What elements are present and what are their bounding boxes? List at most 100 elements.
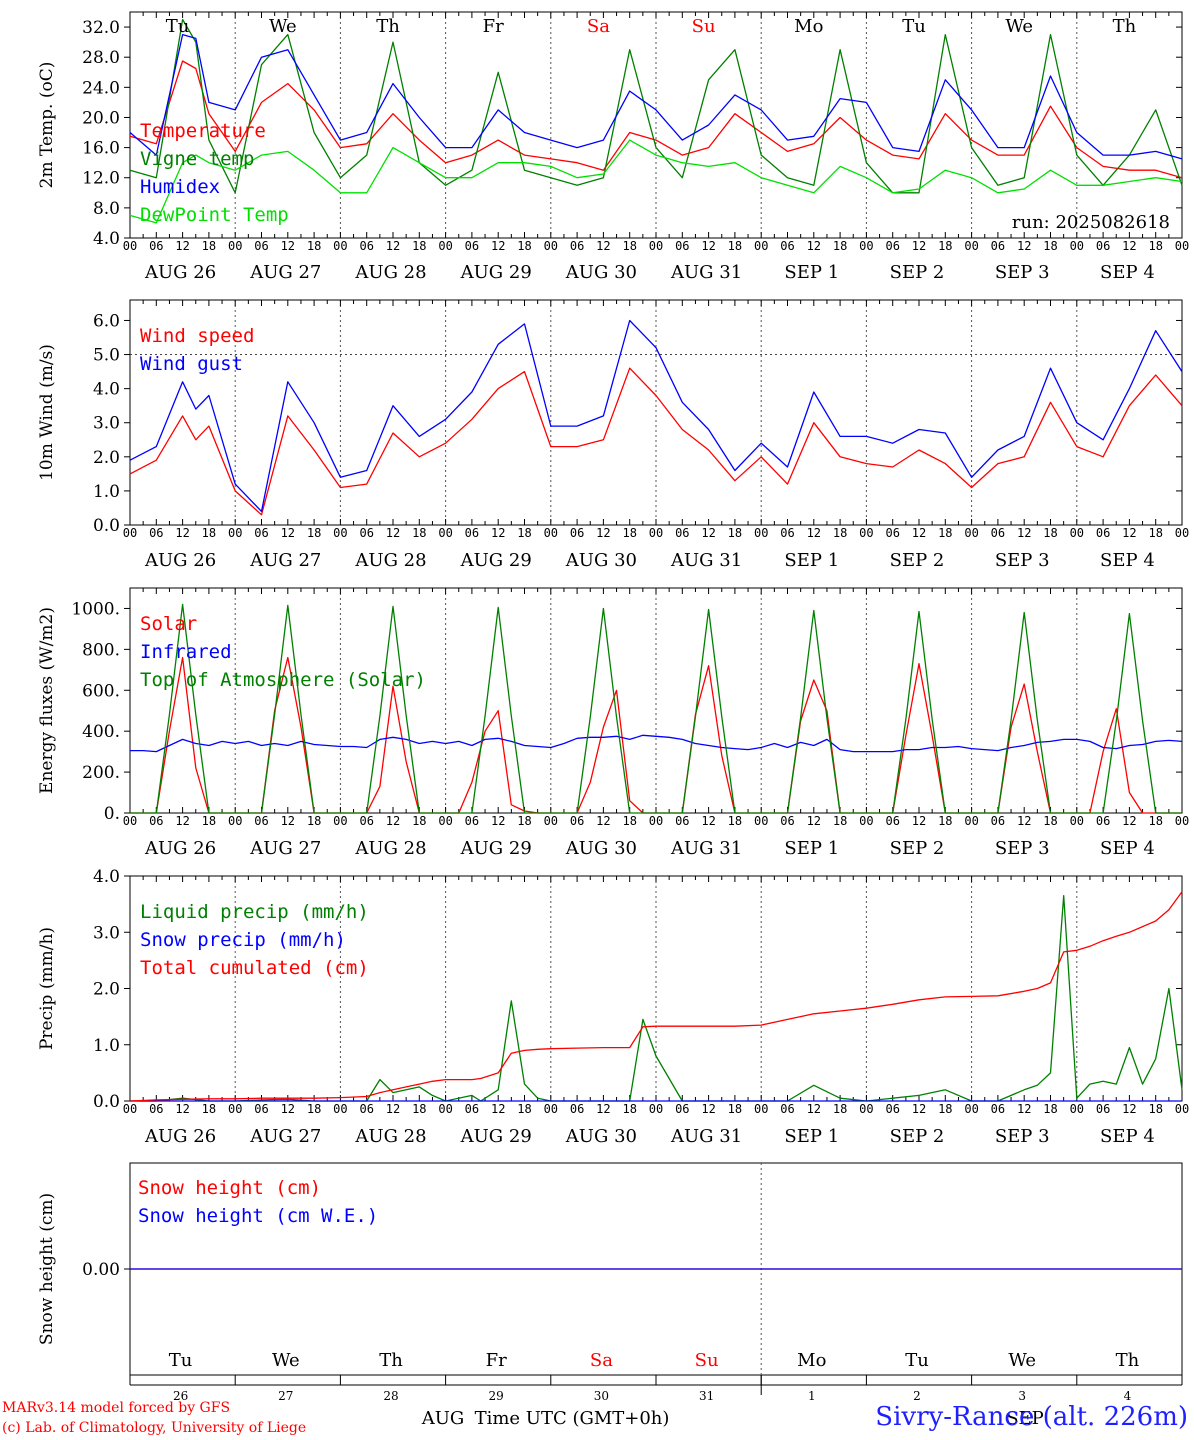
date-label: AUG 26	[144, 550, 216, 571]
date-label: AUG 29	[460, 838, 532, 859]
hour-label: 00	[438, 239, 452, 253]
hour-label: 06	[254, 1102, 268, 1116]
hour-label: 18	[307, 239, 321, 253]
hour-label: 06	[254, 526, 268, 540]
date-label: AUG 27	[249, 1126, 321, 1147]
hour-label: 12	[281, 1102, 295, 1116]
hour-label: 00	[649, 239, 663, 253]
date-label: AUG 27	[249, 550, 321, 571]
y-tick-label: 1.0	[93, 1036, 120, 1056]
hour-label: 00	[333, 239, 347, 253]
hour-label: 06	[675, 239, 689, 253]
hour-label: 12	[491, 526, 505, 540]
weekday-label: We	[1008, 1350, 1036, 1371]
date-label: AUG 30	[565, 838, 637, 859]
hour-label: 06	[991, 814, 1005, 828]
hour-label: 12	[912, 814, 926, 828]
date-label: AUG 29	[460, 1126, 532, 1147]
y-tick-label: 200.	[82, 763, 120, 783]
y-tick-label: 24.0	[82, 78, 120, 98]
hour-label: 12	[912, 526, 926, 540]
hour-label: 00	[859, 814, 873, 828]
hour-label: 06	[885, 814, 899, 828]
hour-label: 00	[123, 526, 137, 540]
date-label: SEP 3	[995, 262, 1050, 283]
date-label: SEP 4	[1100, 262, 1155, 283]
hour-label: 06	[570, 239, 584, 253]
date-label: AUG 29	[460, 550, 532, 571]
hour-label: 00	[228, 526, 242, 540]
y-tick-label: 4.0	[93, 380, 120, 400]
model-credit: MARv3.14 model forced by GFS	[2, 1400, 231, 1416]
hour-label: 12	[281, 239, 295, 253]
hour-label: 12	[912, 1102, 926, 1116]
weekday-label: Th	[1113, 16, 1137, 37]
hour-label: 18	[833, 526, 847, 540]
hour-label: 00	[964, 239, 978, 253]
hour-label: 00	[544, 814, 558, 828]
hour-label: 12	[386, 1102, 400, 1116]
month-label: SEP	[1006, 1408, 1044, 1429]
hour-label: 00	[1070, 526, 1084, 540]
hour-label: 06	[149, 1102, 163, 1116]
hour-label: 18	[307, 1102, 321, 1116]
hour-label: 00	[1070, 239, 1084, 253]
date-label: AUG 28	[354, 550, 426, 571]
y-tick-label: 12.0	[82, 169, 120, 189]
hour-label: 18	[622, 526, 636, 540]
hour-label: 00	[964, 526, 978, 540]
hour-label: 12	[807, 526, 821, 540]
weekday-label: Fr	[486, 1350, 507, 1371]
hour-label: 18	[1043, 814, 1057, 828]
weekday-label: Tu	[166, 16, 190, 37]
hour-label: 18	[202, 239, 216, 253]
hour-label: 12	[1122, 1102, 1136, 1116]
legend-entry: DewPoint Temp	[140, 204, 289, 226]
y-axis-label: 2m Temp. (oC)	[37, 62, 57, 189]
legend-entry: Temperature	[140, 120, 266, 142]
weekday-label: We	[269, 16, 297, 37]
day-number: 2	[913, 1389, 921, 1403]
hour-label: 18	[728, 1102, 742, 1116]
y-axis-label: Precip (mm/h)	[37, 927, 57, 1050]
date-label: AUG 27	[249, 838, 321, 859]
hour-label: 12	[1122, 814, 1136, 828]
legend-entry: Top of Atmosphere (Solar)	[140, 669, 426, 691]
hour-label: 06	[465, 239, 479, 253]
hour-label: 06	[149, 239, 163, 253]
series-line	[129, 367, 1183, 516]
hour-label: 18	[412, 1102, 426, 1116]
date-label: AUG 28	[354, 1126, 426, 1147]
day-number: 27	[278, 1389, 293, 1403]
hour-label: 00	[438, 526, 452, 540]
hour-label: 00	[1175, 814, 1189, 828]
legend-entry: Wind speed	[140, 325, 254, 347]
date-label: AUG 31	[670, 838, 742, 859]
y-tick-label: 600.	[82, 681, 120, 701]
legend-entry: Snow height (cm)	[138, 1177, 321, 1199]
hour-label: 06	[991, 526, 1005, 540]
legend-entry: Snow precip (mm/h)	[140, 929, 346, 951]
y-axis-label: Snow height (cm)	[37, 1193, 57, 1345]
hour-label: 18	[412, 814, 426, 828]
hour-label: 00	[649, 814, 663, 828]
y-tick-label: 0.0	[93, 1092, 120, 1112]
hour-label: 18	[1043, 239, 1057, 253]
hour-label: 12	[1017, 1102, 1031, 1116]
weekday-label: Th	[1116, 1350, 1140, 1371]
hour-label: 18	[938, 814, 952, 828]
y-tick-label: 1000.	[71, 599, 120, 619]
hour-label: 12	[281, 526, 295, 540]
hour-label: 00	[333, 526, 347, 540]
y-tick-label: 4.0	[93, 867, 120, 887]
hour-label: 12	[701, 239, 715, 253]
hour-label: 00	[228, 814, 242, 828]
legend-entry: Liquid precip (mm/h)	[140, 901, 369, 923]
hour-label: 06	[359, 1102, 373, 1116]
hour-label: 18	[1148, 526, 1162, 540]
day-number: 29	[489, 1389, 504, 1403]
weekday-label: Sa	[587, 16, 610, 37]
hour-label: 00	[123, 239, 137, 253]
y-tick-label: 0.00	[82, 1260, 120, 1280]
hour-label: 18	[728, 814, 742, 828]
